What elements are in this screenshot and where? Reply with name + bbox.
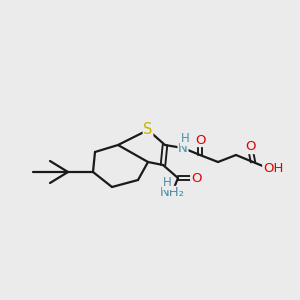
- Text: S: S: [143, 122, 153, 137]
- Text: NH₂: NH₂: [160, 187, 184, 200]
- Text: H: H: [163, 176, 171, 190]
- Text: H: H: [181, 133, 189, 146]
- Text: O: O: [195, 134, 205, 146]
- Text: N: N: [178, 142, 188, 154]
- Text: OH: OH: [263, 163, 283, 176]
- Text: O: O: [191, 172, 201, 184]
- Text: O: O: [245, 140, 255, 154]
